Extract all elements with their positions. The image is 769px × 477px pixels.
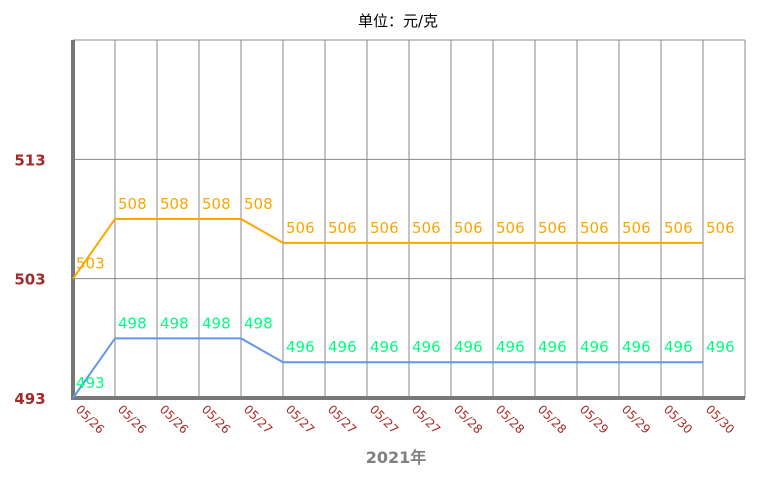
data-label: 493 xyxy=(76,374,105,392)
data-label: 496 xyxy=(706,338,735,356)
data-label: 508 xyxy=(202,195,231,213)
y-tick-label: 493 xyxy=(14,390,45,408)
series-group xyxy=(72,218,704,399)
x-axis-label: 2021年 xyxy=(366,448,427,467)
x-tick-label: 05/28 xyxy=(535,402,569,436)
data-label: 508 xyxy=(244,195,273,213)
data-label: 498 xyxy=(160,314,189,332)
x-tick-label: 05/26 xyxy=(157,402,191,436)
data-label: 496 xyxy=(664,338,693,356)
data-label: 506 xyxy=(580,219,609,237)
data-label: 506 xyxy=(454,219,483,237)
x-tick-label: 05/27 xyxy=(325,402,359,436)
data-labels-group: 503 508 508 508 508 506 506 506 506 506 506 506 506 5… xyxy=(76,195,735,392)
series-line-0 xyxy=(72,218,703,280)
x-tick-label: 05/26 xyxy=(115,402,149,436)
x-tick-label: 05/27 xyxy=(241,402,275,436)
x-tick-label: 05/26 xyxy=(73,402,107,436)
data-label: 503 xyxy=(76,255,105,273)
data-label: 496 xyxy=(580,338,609,356)
x-tick-label: 05/29 xyxy=(619,402,653,436)
data-label: 496 xyxy=(412,338,441,356)
data-label: 496 xyxy=(286,338,315,356)
axes xyxy=(71,40,745,400)
y-axis-ticks: 493 503 513 xyxy=(14,151,45,408)
data-label: 508 xyxy=(118,195,147,213)
series-line-1 xyxy=(72,337,703,399)
data-label: 496 xyxy=(622,338,651,356)
x-axis-ticks: 05/26 05/26 05/26 05/26 05/27 05/27 05/27 05/27… xyxy=(73,402,737,436)
y-tick-label: 513 xyxy=(14,151,45,169)
data-label: 498 xyxy=(244,314,273,332)
x-tick-label: 05/27 xyxy=(283,402,317,436)
data-label: 506 xyxy=(706,219,735,237)
data-label: 498 xyxy=(202,314,231,332)
data-label: 506 xyxy=(370,219,399,237)
data-label: 506 xyxy=(496,219,525,237)
data-label: 506 xyxy=(286,219,315,237)
x-tick-label: 05/30 xyxy=(661,402,695,436)
data-label: 506 xyxy=(622,219,651,237)
data-label: 506 xyxy=(412,219,441,237)
data-label: 506 xyxy=(538,219,567,237)
y-tick-label: 503 xyxy=(14,271,45,289)
x-tick-label: 05/28 xyxy=(451,402,485,436)
x-tick-label: 05/26 xyxy=(199,402,233,436)
data-label: 496 xyxy=(496,338,525,356)
x-tick-label: 05/29 xyxy=(577,402,611,436)
data-label: 506 xyxy=(328,219,357,237)
data-label: 508 xyxy=(160,195,189,213)
chart-title: 单位：元/克 xyxy=(358,12,438,30)
data-label: 496 xyxy=(454,338,483,356)
x-tick-label: 05/27 xyxy=(409,402,443,436)
data-label: 496 xyxy=(328,338,357,356)
x-tick-label: 05/30 xyxy=(703,402,737,436)
data-label: 496 xyxy=(538,338,567,356)
x-tick-label: 05/28 xyxy=(493,402,527,436)
data-label: 498 xyxy=(118,314,147,332)
data-label: 496 xyxy=(370,338,399,356)
x-tick-label: 05/27 xyxy=(367,402,401,436)
grid xyxy=(73,39,746,398)
data-label: 506 xyxy=(664,219,693,237)
